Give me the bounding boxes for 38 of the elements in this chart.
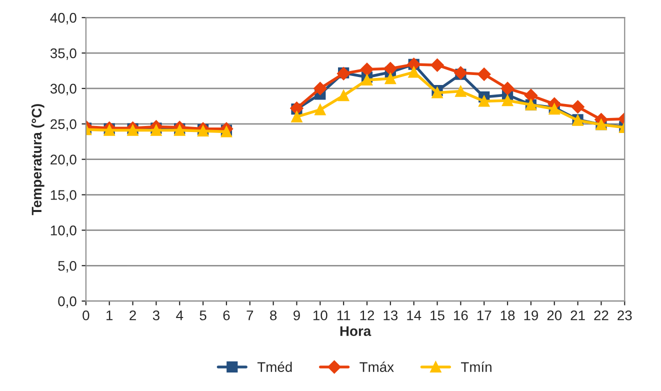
y-tick-label: 15,0 <box>50 190 76 202</box>
x-tick-label: 21 <box>570 310 585 320</box>
y-tick-label: 35,0 <box>50 48 76 60</box>
y-tick-label: 10,0 <box>50 226 76 238</box>
x-tick-label: 20 <box>547 310 562 320</box>
x-tick-label: 10 <box>313 310 328 320</box>
y-tick-label: 30,0 <box>50 84 76 96</box>
x-tick-label: 7 <box>246 310 254 320</box>
x-tick-label: 5 <box>200 310 206 320</box>
x-tick-label: 17 <box>477 310 492 320</box>
legend-label: Tmáx <box>360 362 394 372</box>
x-tick-label: 14 <box>407 310 422 320</box>
x-tick-label: 13 <box>384 310 398 320</box>
x-tick-label: 19 <box>524 310 538 320</box>
x-tick-label: 6 <box>223 310 230 320</box>
x-tick-label: 9 <box>294 310 300 320</box>
y-tick-label: 5,0 <box>58 260 76 272</box>
x-tick-label: 15 <box>430 310 444 320</box>
legend-label: Tméd <box>257 362 292 372</box>
x-tick-label: 11 <box>337 310 350 320</box>
x-tick-label: 1 <box>106 310 113 320</box>
y-axis-title: Temperatura (°C) <box>31 104 44 216</box>
x-tick-label: 23 <box>618 310 632 320</box>
x-tick-label: 2 <box>130 310 136 320</box>
x-axis-title: Hora <box>340 326 372 336</box>
x-tick-label: 4 <box>176 310 184 320</box>
x-tick-label: 16 <box>454 310 468 320</box>
y-tick-label: 0,0 <box>58 296 76 308</box>
x-tick-label: 22 <box>594 310 608 320</box>
x-tick-label: 3 <box>152 310 160 320</box>
x-tick-label: 18 <box>500 310 515 320</box>
y-tick-label: 25,0 <box>50 119 76 131</box>
y-tick-label: 40,0 <box>50 12 76 24</box>
x-tick-label: 12 <box>360 310 374 320</box>
x-tick-label: 8 <box>270 310 277 320</box>
y-tick-label: 20,0 <box>50 154 76 166</box>
legend-label: Tmín <box>461 362 492 372</box>
x-tick-label: 0 <box>82 310 90 320</box>
